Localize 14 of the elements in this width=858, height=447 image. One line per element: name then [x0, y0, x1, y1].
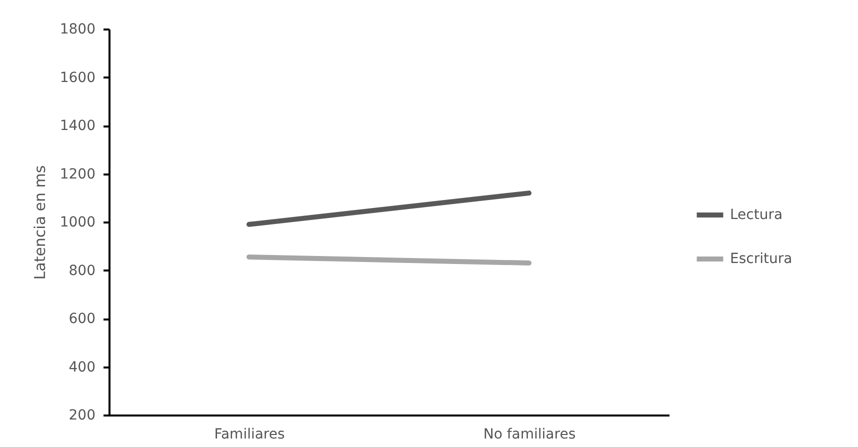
x-tick-label: No familiares	[483, 426, 576, 442]
y-tick-label: 200	[68, 408, 96, 424]
y-tick-label: 1600	[60, 70, 96, 86]
x-tick-label: Familiares	[214, 426, 285, 442]
y-tick-label: 1000	[60, 214, 96, 230]
y-axis-title: Latencia en ms	[30, 165, 49, 280]
y-tick-label: 1200	[60, 166, 96, 182]
y-tick-label: 800	[68, 262, 96, 279]
y-tick-label: 1800	[60, 22, 96, 38]
y-tick-label: 600	[68, 311, 96, 327]
y-tick-label: 1400	[60, 118, 96, 134]
legend-label: Escritura	[730, 251, 792, 267]
legend-label: Lectura	[730, 207, 783, 223]
y-tick-label: 400	[68, 359, 96, 376]
